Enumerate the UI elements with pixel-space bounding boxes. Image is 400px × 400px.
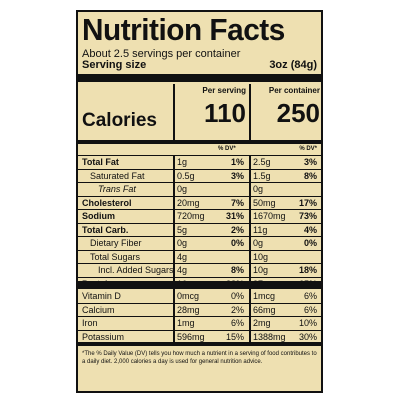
micronutrient-name: Vitamin D [82,291,121,301]
nutrient-amount-container: 1670mg [253,211,286,221]
micronutrient-amount: 0mcg [177,291,200,301]
nutrient-row: Total Sugars 4g 10g [78,249,321,264]
nutrient-amount-container: 10g [253,251,269,262]
thick-divider-micro [78,281,321,289]
nutrient-amount-container: 0g [253,184,264,194]
daily-value-footnote: *The % Daily Value (DV) tells you how mu… [82,351,317,365]
thick-divider-bottom [78,342,321,346]
dv-heading-row: % DV* % DV* [78,145,321,155]
nutrient-row: Sodium 720mg 31% 1670mg 73% [78,209,321,223]
nutrient-dv-container: 8% [303,170,317,181]
micronutrient-row: Vitamin D 0mcg 0% 1mcg 6% [78,290,321,303]
micronutrient-name: Iron [82,318,98,328]
servings-per-container: About 2.5 servings per container [82,48,241,60]
micronutrient-dv: 0% [230,291,244,301]
nutrient-name: Trans Fat [98,184,136,194]
serving-size-value: 3oz (84g) [269,59,317,71]
serving-size-row: Serving size 3oz (84g) [82,59,317,73]
per-container-column: Per container 250 [249,84,321,140]
per-serving-heading: Per serving [202,86,246,95]
nutrient-name: Dietary Fiber [90,238,142,248]
calories-label: Calories [82,110,157,131]
nutrient-amount: 20mg [177,197,200,208]
nutrient-name: Saturated Fat [90,170,145,181]
nutrient-dv: 31% [225,211,244,221]
nutrient-amount: 4g [177,265,188,275]
micronutrient-dv: 6% [230,318,244,328]
nutrient-amount: 0g [177,184,188,194]
label-title: Nutrition Facts [82,12,285,47]
nutrient-name: Sodium [82,211,115,221]
micronutrient-amount-container: 1mcg [253,291,276,301]
micronutrient-name: Potassium [82,331,125,342]
nutrient-dv: 3% [230,170,244,181]
nutrient-dv-container: 73% [298,211,317,221]
nutrient-row: Dietary Fiber 0g 0% 0g 0% [78,236,321,250]
nutrient-dv: 1% [230,157,244,167]
nutrient-name: Total Sugars [90,251,141,262]
nutrient-row: Total Carb. 5g 2% 11g 4% [78,222,321,237]
calories-row: Calories Per serving 110 Per container 2… [78,84,321,140]
nutrient-amount: 1g [177,157,188,167]
nutrient-name: Total Carb. [82,224,129,235]
nutrient-dv: 2% [230,224,244,235]
nutrient-dv-container: 3% [303,157,317,167]
nutrient-amount-container: 0g [253,238,264,248]
per-serving-column: Per serving 110 [173,84,249,140]
nutrient-name: Cholesterol [82,197,132,208]
nutrient-amount: 0g [177,238,188,248]
micronutrient-amount-container: 66mg [253,304,276,315]
nutrient-amount: 720mg [177,211,205,221]
nutrient-amount-container: 10g [253,265,269,275]
nutrient-row: Trans Fat 0g 0g [78,182,321,196]
nutrient-dv: 8% [230,265,244,275]
calories-per-serving: 110 [204,98,246,128]
nutrient-dv-container: 18% [298,265,317,275]
nutrient-amount-container: 11g [253,224,268,235]
nutrition-facts-label: Nutrition Facts About 2.5 servings per c… [76,10,323,393]
micronutrient-row: Iron 1mg 6% 2mg 10% [78,316,321,330]
micronutrient-dv: 15% [225,331,244,342]
thick-divider-top [78,74,321,82]
nutrient-name: Total Fat [82,157,119,167]
nutrient-dv-container: 4% [303,224,317,235]
nutrient-amount-container: 50mg [253,197,276,208]
nutrient-dv-container: 17% [298,197,317,208]
nutrient-row: Incl. Added Sugars 4g 8% 10g 18% [78,263,321,277]
nutrient-row: Total Fat 1g 1% 2.5g 3% [78,155,321,169]
micronutrient-dv-container: 30% [298,331,317,342]
nutrients-table: Total Fat 1g 1% 2.5g 3% Saturated Fat 0.… [78,155,321,290]
nutrient-row: Cholesterol 20mg 7% 50mg 17% [78,195,321,210]
micronutrient-name: Calcium [82,304,115,315]
nutrient-amount: 4g [177,251,188,262]
micronutrients-table: Vitamin D 0mcg 0% 1mcg 6% Calcium 28mg 2… [78,290,321,343]
micronutrient-dv-container: 10% [298,318,317,328]
micronutrient-dv-container: 6% [303,291,317,301]
nutrient-amount-container: 2.5g [253,157,271,167]
micronutrient-amount-container: 1388mg [253,331,286,342]
nutrient-row: Saturated Fat 0.5g 3% 1.5g 8% [78,168,321,183]
nutrient-dv-container: 0% [303,238,317,248]
nutrient-amount-container: 1.5g [253,170,271,181]
dv-heading-serving: % DV* [218,146,236,152]
per-container-heading: Per container [268,86,320,95]
dv-heading-container: % DV* [299,146,317,152]
nutrient-name: Incl. Added Sugars [98,265,174,275]
nutrient-dv: 0% [230,238,244,248]
nutrient-amount: 0.5g [177,170,195,181]
calories-per-container: 250 [276,98,320,128]
nutrient-amount: 5g [177,224,188,235]
micronutrient-amount-container: 2mg [253,318,271,328]
micronutrient-amount: 28mg [177,304,200,315]
nutrient-dv: 7% [230,197,244,208]
micronutrient-dv: 2% [230,304,244,315]
micronutrient-row: Potassium 596mg 15% 1388mg 30% [78,329,321,344]
micronutrient-amount: 1mg [177,318,195,328]
thick-divider-calories [78,140,321,144]
micronutrient-row: Calcium 28mg 2% 66mg 6% [78,302,321,317]
serving-size-label: Serving size [82,59,147,71]
micronutrient-amount: 596mg [177,331,205,342]
micronutrient-dv-container: 6% [303,304,317,315]
